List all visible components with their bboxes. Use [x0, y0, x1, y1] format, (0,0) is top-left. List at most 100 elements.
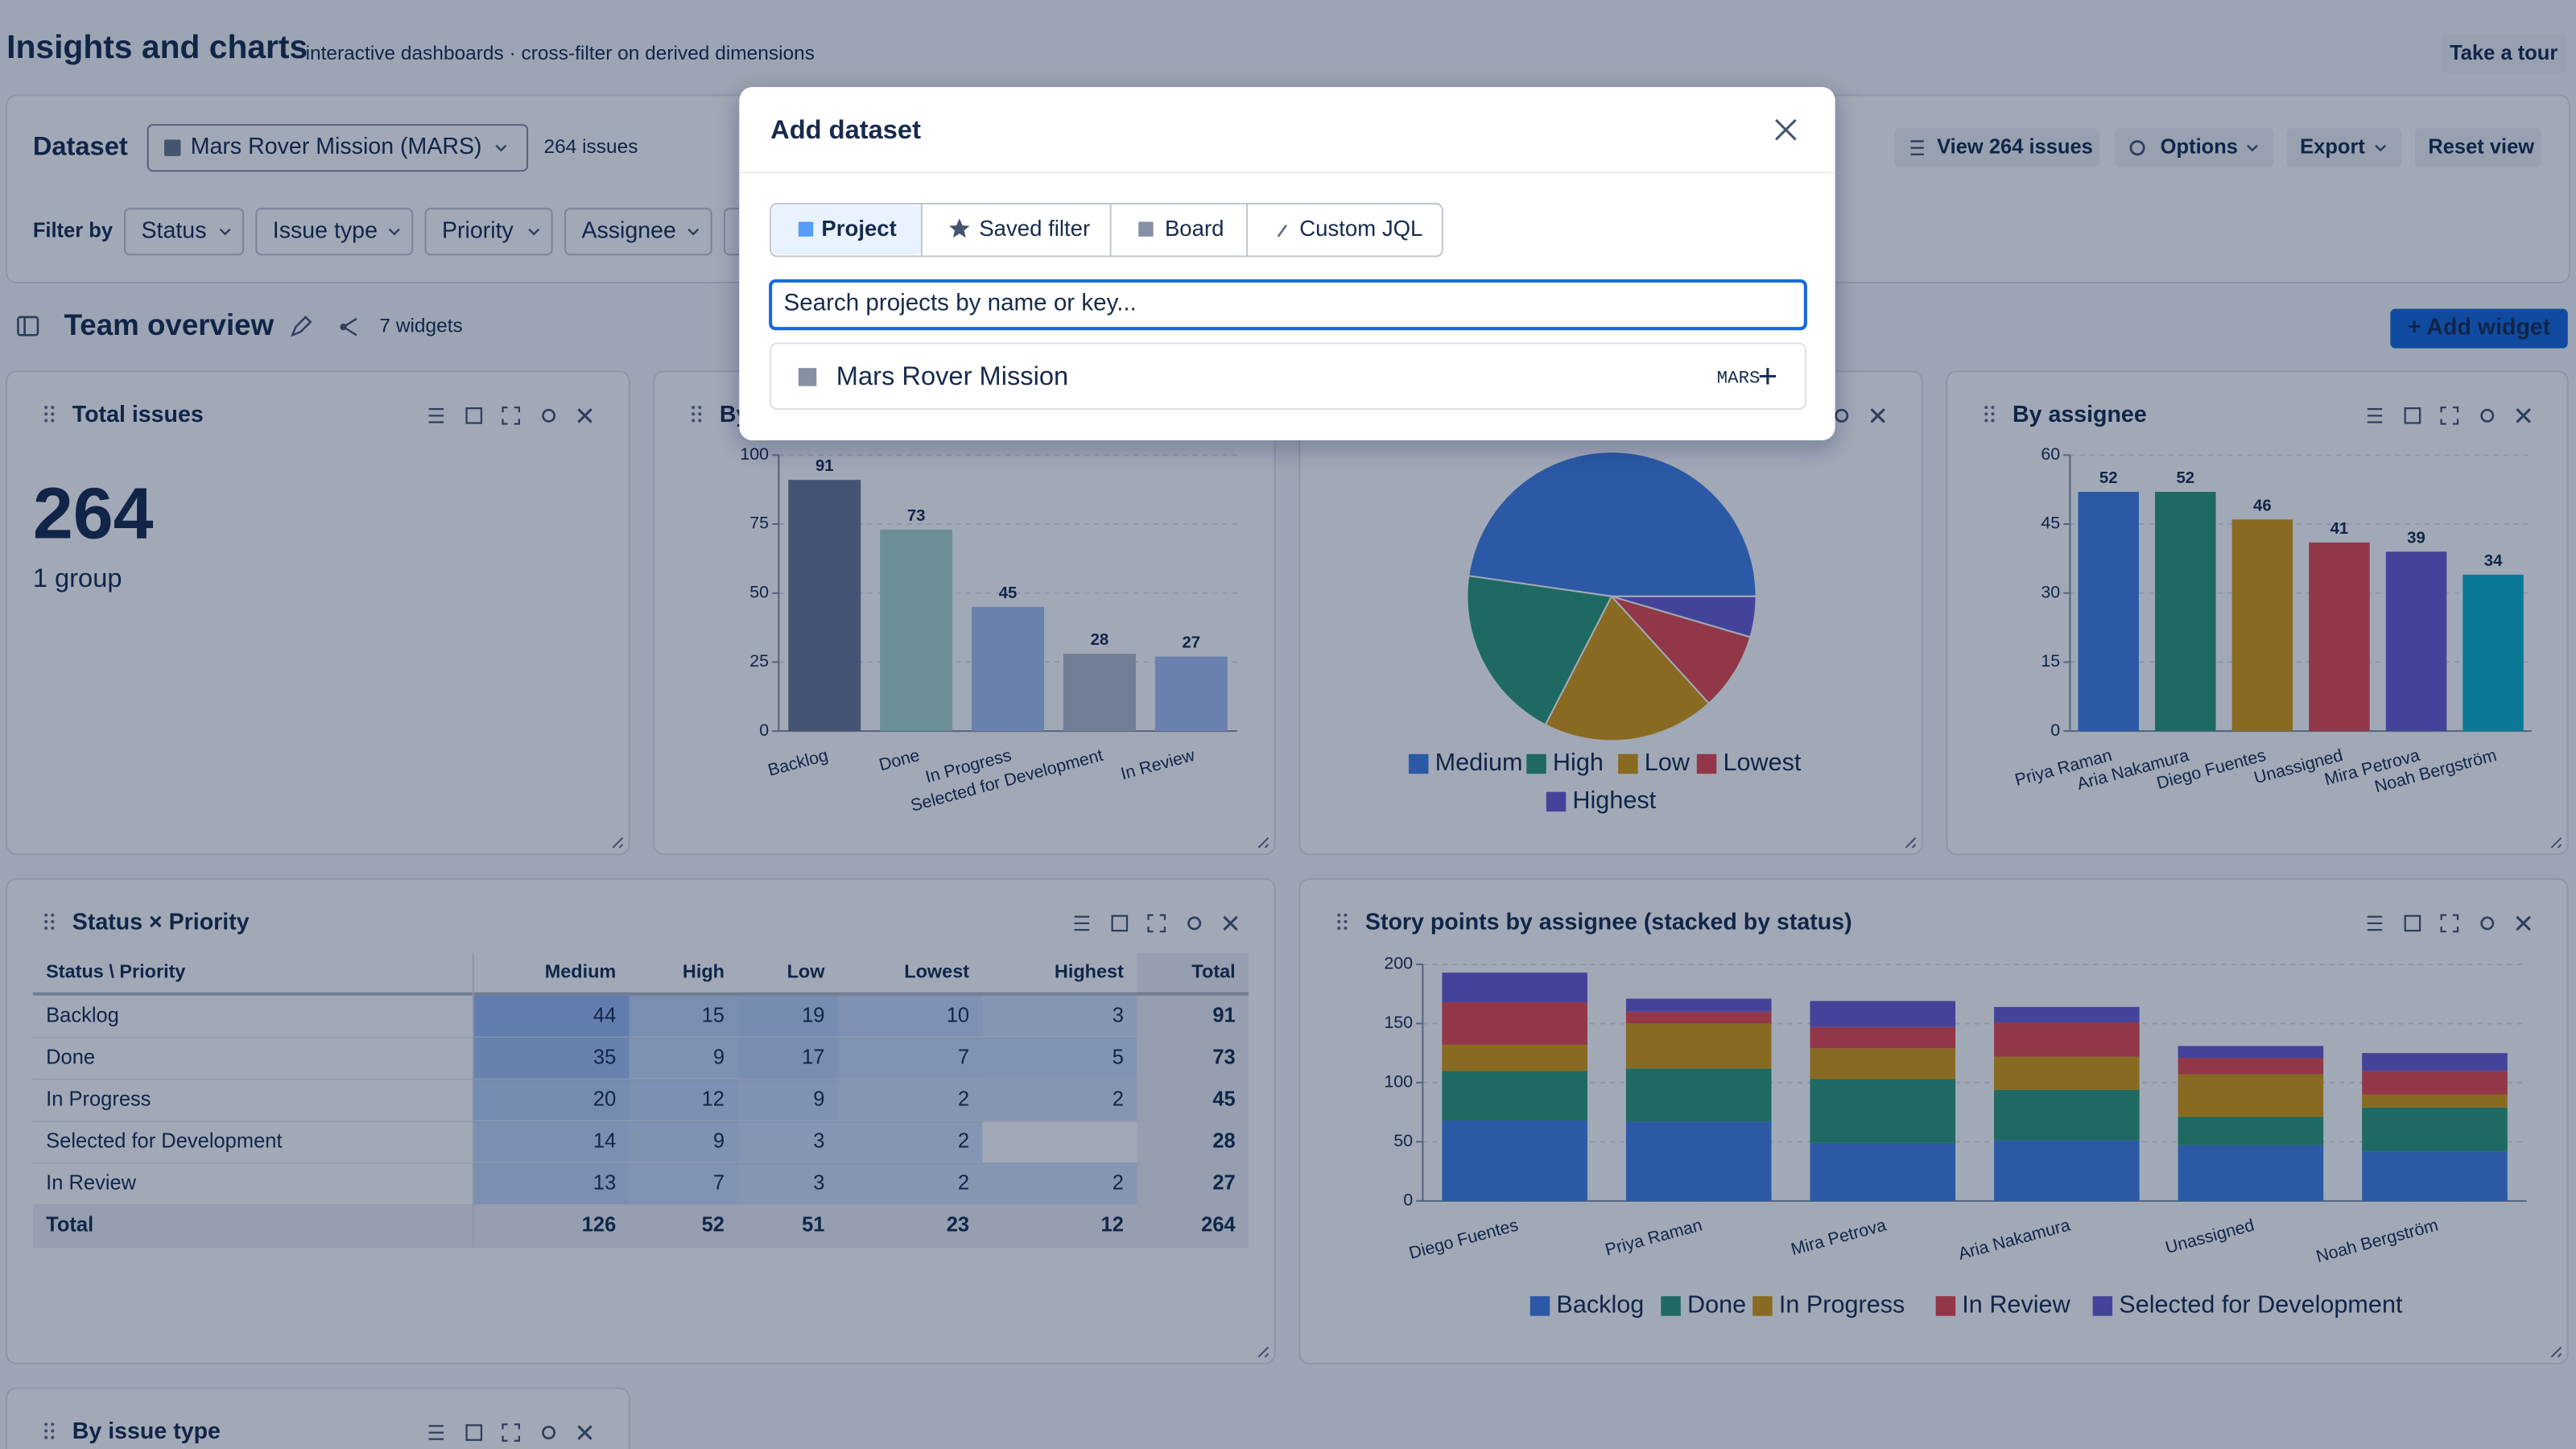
- y-tick-label: 60: [2041, 444, 2060, 464]
- open-icon[interactable]: [2404, 407, 2421, 424]
- filter-button[interactable]: [124, 208, 245, 256]
- chevron: [388, 228, 400, 236]
- legend-label: Lowest: [1723, 749, 1801, 776]
- edit-icon[interactable]: [291, 316, 312, 337]
- pie-slice: [1466, 575, 1613, 726]
- settings-icon[interactable]: [1835, 408, 1849, 423]
- bar: [1154, 656, 1228, 732]
- tour-button[interactable]: [2441, 34, 2566, 74]
- heat-cell: [473, 995, 630, 1038]
- legend-swatch: [1696, 753, 1717, 774]
- filter-button-label[interactable]: Status: [142, 217, 207, 243]
- bar: [2078, 492, 2139, 732]
- search-input[interactable]: [769, 279, 1807, 331]
- row-label: In Progress: [46, 1088, 151, 1111]
- filter-button-label[interactable]: Priority: [442, 217, 514, 243]
- list-icon[interactable]: [428, 408, 444, 423]
- action-button[interactable]: [2415, 128, 2542, 168]
- list-icon[interactable]: [2367, 915, 2383, 931]
- expand-icon[interactable]: [502, 407, 521, 425]
- legend-swatch: [1530, 1296, 1550, 1316]
- table-cell: 7: [958, 1046, 969, 1069]
- action-button-label[interactable]: Options: [2161, 135, 2238, 158]
- table-cell: 52: [702, 1214, 724, 1236]
- filter-button-label[interactable]: Issue type: [273, 217, 378, 243]
- table-cell: 23: [947, 1214, 969, 1236]
- action-button-label[interactable]: Reset view: [2428, 135, 2534, 158]
- legend-label: Highest: [1572, 786, 1656, 814]
- table-cell: 5: [1113, 1046, 1124, 1069]
- filter-button[interactable]: [255, 208, 414, 256]
- expand-icon[interactable]: [2440, 407, 2459, 425]
- share-dot: [340, 324, 347, 331]
- filter-button[interactable]: [424, 208, 553, 256]
- close-icon[interactable]: [1223, 915, 1238, 931]
- expand-icon[interactable]: [2440, 914, 2459, 933]
- close-icon[interactable]: [1775, 118, 1797, 141]
- tab[interactable]: Project: [821, 216, 896, 241]
- pie-slice: [1544, 595, 1711, 742]
- settings-icon[interactable]: [2480, 408, 2495, 423]
- bar: [1063, 654, 1136, 732]
- open-icon[interactable]: [2404, 914, 2421, 932]
- close-icon[interactable]: [577, 1425, 592, 1440]
- project-key: MARS: [1717, 367, 1761, 388]
- pie-slice: [1608, 594, 1752, 705]
- action-button-label[interactable]: View 264 issues: [1937, 135, 2093, 158]
- drag-handle: [1984, 412, 1988, 416]
- settings-icon[interactable]: [542, 408, 556, 423]
- table-cell: 27: [1212, 1172, 1235, 1195]
- settings-icon[interactable]: [542, 1426, 556, 1440]
- open-icon[interactable]: [465, 1424, 483, 1441]
- open-icon[interactable]: [465, 407, 483, 424]
- tab[interactable]: Saved filter: [979, 216, 1090, 241]
- table-header: Total: [1191, 960, 1235, 981]
- project-result[interactable]: [770, 342, 1806, 411]
- drag-handle: [691, 419, 696, 423]
- expand-icon[interactable]: [502, 1423, 521, 1442]
- bar: [2462, 574, 2524, 732]
- settings-icon[interactable]: [1187, 916, 1202, 931]
- sidebar-icon[interactable]: [17, 316, 39, 336]
- table-cell: 28: [1212, 1130, 1235, 1153]
- list-icon[interactable]: [428, 1425, 444, 1440]
- widget-title: By issue type: [72, 1418, 221, 1444]
- project-name[interactable]: Mars Rover Mission: [836, 361, 1068, 390]
- action-button[interactable]: [2286, 128, 2402, 168]
- add-widget-label[interactable]: + Add widget: [2408, 315, 2551, 341]
- add-widget-button[interactable]: [2390, 308, 2568, 349]
- tab[interactable]: Custom JQL: [1299, 216, 1422, 241]
- resize-handle: [2550, 837, 2562, 848]
- table-cell: 2: [958, 1088, 969, 1111]
- heat-cell: [737, 1162, 838, 1205]
- close-icon[interactable]: [577, 408, 592, 423]
- filter-button-label[interactable]: Assignee: [581, 217, 676, 243]
- list-icon[interactable]: [2367, 408, 2383, 423]
- open-icon[interactable]: [1111, 914, 1129, 932]
- dataset-select-value[interactable]: Mars Rover Mission (MARS): [191, 134, 482, 159]
- action-button[interactable]: [2114, 128, 2274, 168]
- close-icon[interactable]: [1870, 408, 1885, 423]
- filter-button[interactable]: [564, 208, 712, 256]
- modal-title: Add dataset: [770, 114, 921, 144]
- resize-handle: [1257, 1346, 1269, 1358]
- table-cell: 44: [593, 1004, 616, 1026]
- add-icon[interactable]: [1759, 368, 1777, 385]
- widget-count: 7 widgets: [379, 316, 462, 337]
- expand-icon[interactable]: [1147, 914, 1166, 933]
- table-cell: 20: [593, 1088, 616, 1111]
- heat-cell: [737, 1121, 838, 1163]
- tab[interactable]: Board: [1165, 216, 1224, 241]
- action-button[interactable]: [1894, 128, 2100, 168]
- action-button-label[interactable]: Export: [2300, 135, 2365, 158]
- y-tick-label: 100: [740, 444, 769, 464]
- settings-icon[interactable]: [2480, 916, 2495, 931]
- close-icon[interactable]: [2516, 408, 2531, 423]
- dataset-select[interactable]: [147, 124, 529, 172]
- tour-button-label[interactable]: Take a tour: [2450, 42, 2557, 64]
- table-cell: 10: [947, 1004, 969, 1026]
- list-icon[interactable]: [1074, 915, 1090, 931]
- bar-segment: [1442, 972, 1587, 1002]
- close-icon[interactable]: [2516, 915, 2531, 931]
